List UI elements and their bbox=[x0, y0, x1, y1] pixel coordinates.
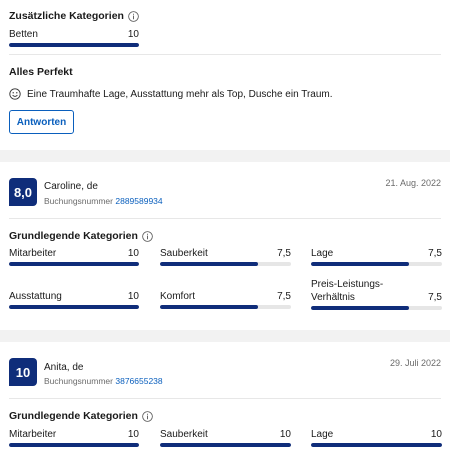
metric-value: 7,5 bbox=[277, 291, 291, 302]
divider bbox=[9, 398, 441, 399]
metric-cleanliness: Sauberkeit 7,5 bbox=[160, 248, 291, 266]
metric-label: Mitarbeiter bbox=[9, 248, 57, 259]
booking-number: Buchungsnummer 2889589934 bbox=[44, 196, 163, 206]
metric-bar bbox=[9, 443, 139, 447]
metric-label: Komfort bbox=[160, 291, 196, 302]
basic-categories-label: Grundlegende Kategorien bbox=[9, 410, 138, 422]
metric-value: 10 bbox=[279, 429, 291, 440]
metric-bar-fill bbox=[9, 262, 139, 266]
metric-value: 10 bbox=[127, 291, 139, 302]
metric-bar-fill bbox=[9, 305, 139, 309]
metric-bar-fill bbox=[9, 43, 139, 47]
metric-label: Sauberkeit bbox=[160, 429, 208, 440]
metric-label: Preis-Leistungs- Verhältnis bbox=[311, 278, 383, 304]
metric-bar-fill bbox=[311, 443, 442, 447]
metric-value-for-money: Preis-Leistungs- Verhältnis 7,5 bbox=[311, 278, 442, 310]
metric-bar bbox=[9, 305, 139, 309]
info-icon[interactable] bbox=[142, 230, 153, 242]
metric-label: Betten bbox=[9, 29, 38, 40]
score-badge: 10 bbox=[9, 358, 37, 386]
metric-bar-fill bbox=[160, 305, 259, 309]
reviewer-name: Anita, de bbox=[44, 362, 84, 373]
metric-bar bbox=[9, 43, 139, 47]
metric-bar-fill bbox=[311, 262, 410, 266]
metric-cleanliness: Sauberkeit 10 bbox=[160, 429, 291, 447]
metric-location: Lage 7,5 bbox=[311, 248, 442, 266]
booking-number-link[interactable]: 3876655238 bbox=[115, 376, 163, 386]
metric-label: Mitarbeiter bbox=[9, 429, 57, 440]
info-icon[interactable] bbox=[142, 410, 153, 422]
extra-categories-title: Zusätzliche Kategorien bbox=[9, 10, 139, 22]
review-date: 21. Aug. 2022 bbox=[385, 178, 441, 188]
basic-categories-title: Grundlegende Kategorien bbox=[9, 230, 153, 242]
info-icon[interactable] bbox=[128, 10, 139, 22]
basic-categories-title: Grundlegende Kategorien bbox=[9, 410, 153, 422]
metric-location: Lage 10 bbox=[311, 429, 442, 447]
metric-bar-fill bbox=[160, 443, 291, 447]
metric-staff: Mitarbeiter 10 bbox=[9, 248, 139, 266]
divider bbox=[9, 54, 441, 55]
metric-value: 7,5 bbox=[428, 248, 442, 259]
metric-bar bbox=[160, 262, 291, 266]
metric-comfort: Komfort 7,5 bbox=[160, 291, 291, 309]
metric-bar bbox=[160, 443, 291, 447]
smiley-icon bbox=[9, 88, 21, 100]
reviewer-name: Caroline, de bbox=[44, 181, 98, 192]
section-separator bbox=[0, 330, 450, 342]
booking-label: Buchungsnummer bbox=[44, 196, 113, 206]
metric-label-line2: Verhältnis bbox=[311, 292, 355, 303]
metric-label-line1: Preis-Leistungs- bbox=[311, 279, 384, 290]
metric-value: 10 bbox=[127, 248, 139, 259]
section-separator bbox=[0, 150, 450, 162]
metric-label: Sauberkeit bbox=[160, 248, 208, 259]
metric-bar bbox=[311, 306, 442, 310]
metric-bar bbox=[311, 262, 442, 266]
review-title: Alles Perfekt bbox=[9, 66, 73, 78]
metric-value: 10 bbox=[127, 29, 139, 40]
divider bbox=[9, 218, 441, 219]
metric-bar bbox=[9, 262, 139, 266]
metric-value: 7,5 bbox=[277, 248, 291, 259]
metric-bar-fill bbox=[160, 262, 259, 266]
metric-beds: Betten 10 bbox=[9, 29, 139, 47]
metric-value: 7,5 bbox=[428, 292, 442, 303]
metric-bar-fill bbox=[311, 306, 410, 310]
metric-label: Ausstattung bbox=[9, 291, 62, 302]
booking-label: Buchungsnummer bbox=[44, 376, 113, 386]
metric-label: Lage bbox=[311, 429, 334, 440]
metric-facilities: Ausstattung 10 bbox=[9, 291, 139, 309]
reply-button[interactable]: Antworten bbox=[9, 110, 74, 134]
review-date: 29. Juli 2022 bbox=[389, 358, 441, 368]
score-badge: 8,0 bbox=[9, 178, 37, 206]
metric-bar bbox=[160, 305, 291, 309]
basic-categories-label: Grundlegende Kategorien bbox=[9, 230, 138, 242]
metric-value: 10 bbox=[430, 429, 442, 440]
metric-bar-fill bbox=[9, 443, 139, 447]
metric-label: Lage bbox=[311, 248, 334, 259]
metric-bar bbox=[311, 443, 442, 447]
metric-staff: Mitarbeiter 10 bbox=[9, 429, 139, 447]
booking-number: Buchungsnummer 3876655238 bbox=[44, 376, 163, 386]
booking-number-link[interactable]: 2889589934 bbox=[115, 196, 163, 206]
review-positive: Eine Traumhafte Lage, Ausstattung mehr a… bbox=[9, 88, 333, 100]
review-text: Eine Traumhafte Lage, Ausstattung mehr a… bbox=[27, 88, 333, 100]
metric-value: 10 bbox=[127, 429, 139, 440]
extra-categories-label: Zusätzliche Kategorien bbox=[9, 10, 124, 22]
